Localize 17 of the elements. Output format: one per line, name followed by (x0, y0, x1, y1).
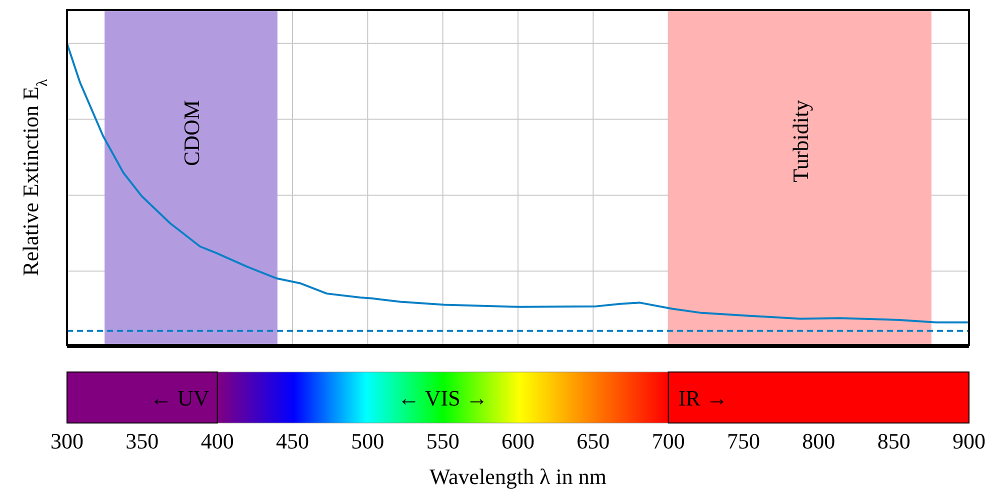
x-tick-label: 600 (502, 428, 534, 454)
x-tick-label: 550 (426, 428, 460, 454)
x-axis-title: Wavelength λ in nm (430, 464, 606, 489)
x-tick-label: 400 (200, 428, 234, 454)
x-tick-label: 650 (576, 428, 610, 454)
x-tick-label: 500 (351, 428, 384, 454)
x-tick-label: 900 (952, 428, 986, 454)
x-tick-label: 700 (652, 428, 685, 454)
x-tick-label: 450 (276, 428, 309, 454)
x-tick-label: 750 (727, 428, 760, 454)
x-tick-label: 300 (50, 428, 84, 454)
spectrum-strip: ← UV ← VIS → IR → (66, 372, 970, 424)
band-label: CDOM (179, 100, 204, 166)
x-tick-label: 350 (126, 428, 159, 454)
x-tick-label: 850 (877, 428, 910, 454)
x-tick-label: 800 (802, 428, 836, 454)
band-label: Turbidity (788, 100, 813, 182)
